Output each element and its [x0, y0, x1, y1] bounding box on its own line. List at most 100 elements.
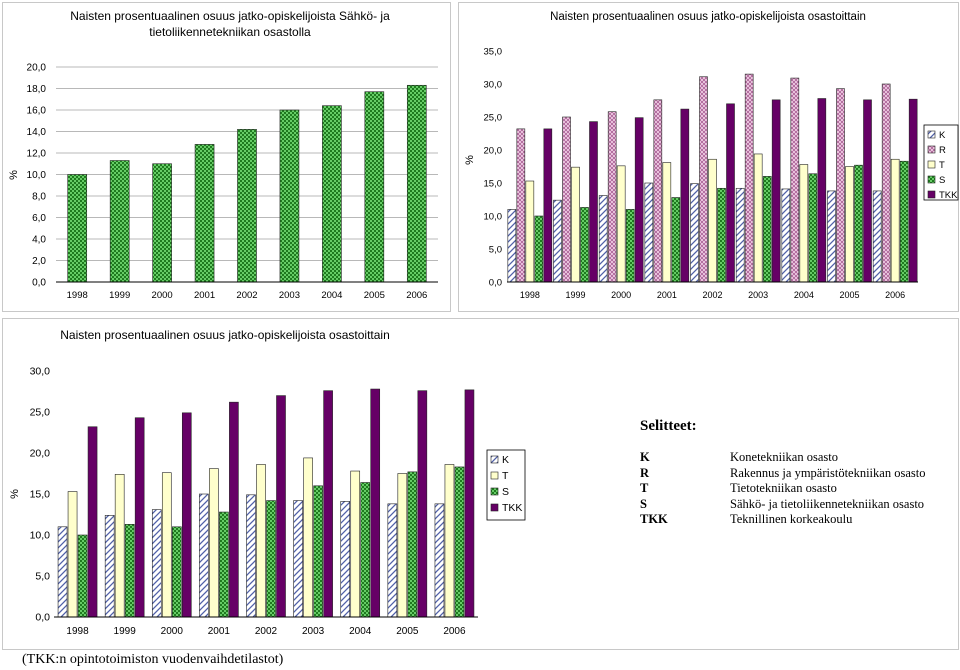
- chart1-bar-s-2003: [279, 109, 300, 283]
- chart3-bar-t-2006: [444, 464, 455, 618]
- chart2-ylabel: %: [464, 155, 476, 165]
- chart2-bar-r-2005: [836, 88, 845, 283]
- chart2-bar-k-2005: [827, 190, 836, 283]
- chart3-bar-s-2003: [313, 485, 323, 618]
- chart2-ytick-label: 10,0: [484, 212, 503, 223]
- legend-abbr: K: [640, 450, 650, 464]
- chart2-bar-t-2001: [662, 162, 672, 283]
- chart2-ytick-label: 25,0: [484, 113, 503, 124]
- chart2-xtick-label: 2003: [748, 290, 768, 300]
- chart2-ytick-label: 15,0: [484, 179, 503, 190]
- legend-desc: Tietotekniikan osasto: [730, 481, 837, 495]
- chart2-legend-swatch-r: [927, 145, 936, 154]
- legend-row: R Rakennus ja ympäristötekniikan osasto: [640, 466, 925, 482]
- chart3-title: Naisten prosentuaalinen osuus jatko-opis…: [60, 328, 390, 342]
- chart3-bar-k-2003: [293, 500, 303, 618]
- chart3-bar-t-2003: [303, 457, 313, 618]
- chart2-bar-s-2004: [808, 173, 818, 283]
- chart3-xtick-label: 2002: [255, 626, 278, 637]
- chart2-bar-k-2004: [781, 188, 791, 283]
- chart1-ytick-label: 8,0: [32, 192, 46, 203]
- chart3-ytick-label: 0,0: [35, 612, 50, 624]
- legend-desc: Sähkö- ja tietoliikennetekniikan osasto: [730, 496, 925, 511]
- chart3-bar-k-2000: [151, 509, 162, 618]
- chart2-legend-label-r: R: [939, 145, 946, 156]
- chart1-ytick-label: 10,0: [27, 170, 47, 181]
- chart2-legend-label-s: S: [939, 175, 945, 186]
- chart2-bar-t-2004: [799, 164, 809, 283]
- chart3-bar-s-2004: [360, 482, 371, 618]
- chart1-bar-s-2005: [364, 91, 385, 283]
- chart2-bar-r-2001: [653, 99, 663, 283]
- chart2-ytick-label: 20,0: [484, 146, 503, 157]
- chart1-ytick-label: 12,0: [27, 149, 47, 160]
- chart2-bar-tkk-2000: [634, 117, 644, 283]
- chart2-legend-swatch-t: [927, 160, 936, 169]
- legend-row: S Sähkö- ja tietoliikennetekniikan osast…: [640, 497, 925, 513]
- chart2-bar-t-2000: [616, 165, 626, 283]
- chart2-bar-t-2003: [753, 153, 763, 283]
- chart2-bar-t-2006: [890, 158, 900, 283]
- legend-desc: Rakennus ja ympäristötekniikan osasto: [730, 465, 926, 480]
- chart3-bar-s-2002: [266, 500, 276, 618]
- chart1-bar-s-2002: [237, 129, 257, 283]
- legend-row: TKK Teknillinen korkeakoulu: [640, 512, 925, 528]
- chart3-bar-tkk-2004: [370, 388, 381, 618]
- chart2-ytick-label: 35,0: [484, 47, 503, 58]
- chart2-bar-t-1998: [525, 180, 535, 283]
- chart2-bar-tkk-1999: [589, 121, 598, 283]
- chart1-ytick-label: 6,0: [32, 213, 46, 224]
- chart3-xtick-label: 2000: [161, 626, 184, 637]
- chart2-legend-swatch-s: [927, 175, 936, 184]
- chart3-bar-k-2005: [387, 503, 398, 618]
- chart2-title: Naisten prosentuaalinen osuus jatko-opis…: [550, 11, 866, 23]
- chart2-bar-s-2000: [625, 209, 635, 283]
- chart3-legend-label-t: T: [502, 470, 509, 482]
- chart3-bar-t-2000: [161, 472, 172, 618]
- chart2-legend-label-k: K: [939, 130, 946, 141]
- chart2-bar-s-1998: [534, 215, 544, 283]
- chart2-bar-tkk-2006: [908, 98, 918, 283]
- chart3-bar-tkk-2002: [276, 395, 286, 618]
- chart2-bar-tkk-2001: [680, 108, 690, 283]
- chart3-xtick-label: 2006: [443, 626, 466, 637]
- chart2-bar-k-2000: [598, 195, 608, 283]
- chart3-bar-k-2004: [340, 501, 351, 618]
- chart3-bar-t-2005: [397, 473, 408, 618]
- chart1-xtick-label: 2004: [321, 290, 342, 301]
- chart3-bar-k-2002: [246, 494, 256, 618]
- chart1-ylabel: %: [8, 170, 20, 180]
- chart2-xtick-label: 2004: [794, 290, 814, 300]
- legend-section-table: K Konetekniikan osasto R Rakennus ja ymp…: [640, 450, 925, 528]
- chart1-xtick-label: 2006: [406, 290, 427, 301]
- chart1-xtick-label: 1998: [67, 290, 88, 301]
- chart2-bar-r-2006: [881, 83, 891, 283]
- chart2-bar-t-1999: [571, 166, 580, 283]
- chart3-xtick-label: 2004: [349, 626, 372, 637]
- chart3-bar-tkk-1999: [134, 417, 145, 618]
- chart2-bar-k-2006: [872, 190, 882, 283]
- chart2-bar-s-2001: [671, 197, 681, 283]
- chart1-xtick-label: 1999: [109, 290, 130, 301]
- chart3-bar-t-2002: [256, 464, 266, 618]
- chart2-legend-label-tkk: TKK: [939, 190, 958, 201]
- chart3-bar-tkk-2005: [417, 390, 428, 618]
- chart2-bar-tkk-2004: [817, 98, 827, 283]
- chart2-bar-s-2005: [854, 164, 863, 283]
- chart3-bar-t-2004: [350, 470, 361, 618]
- chart2-legend-swatch-k: [927, 130, 936, 139]
- chart2-bar-k-1999: [553, 199, 562, 283]
- chart3-xtick-label: 2001: [208, 626, 231, 637]
- chart2-ytick-label: 5,0: [489, 245, 502, 256]
- chart2-xtick-label: 1999: [565, 290, 585, 300]
- chart2-bar-r-2000: [607, 111, 617, 283]
- chart1-bar-s-2004: [322, 105, 342, 283]
- chart3-bar-k-2001: [199, 493, 209, 618]
- chart2-bar-r-2004: [790, 77, 800, 283]
- chart2-bar-r-2002: [699, 76, 708, 283]
- chart2-ytick-label: 30,0: [484, 80, 503, 91]
- chart3-ytick-label: 20,0: [30, 448, 51, 460]
- legend-row: K Konetekniikan osasto: [640, 450, 925, 466]
- chart3-bar-t-1998: [67, 491, 78, 618]
- chart3-bar-t-1999: [114, 474, 125, 618]
